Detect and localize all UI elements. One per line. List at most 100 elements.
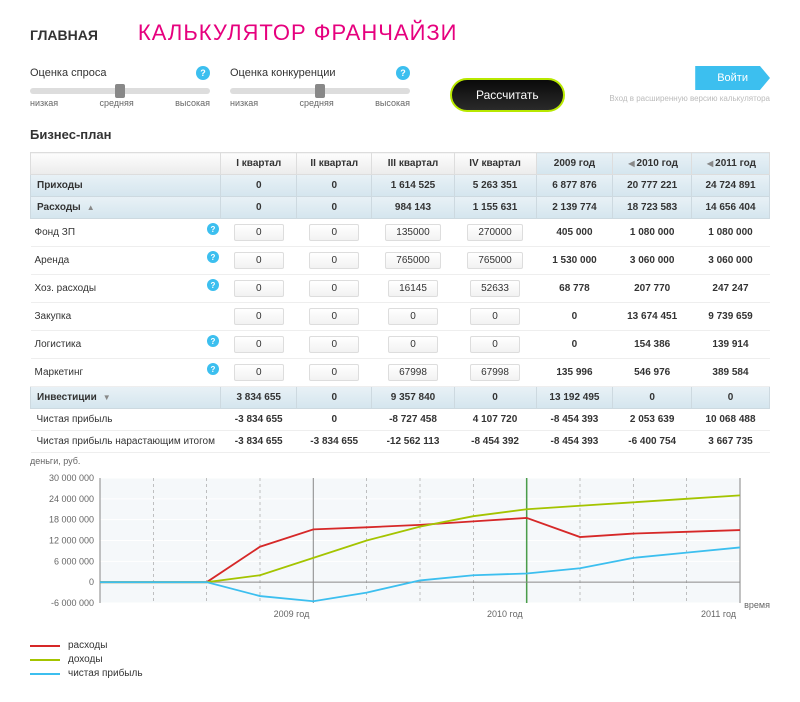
chart-legend: расходыдоходычистая прибыль xyxy=(30,640,770,679)
row-label: Инвестиции▼ xyxy=(31,387,221,409)
legend-item: расходы xyxy=(30,640,770,651)
svg-text:12 000 000: 12 000 000 xyxy=(49,536,94,546)
login-subtitle: Вход в расширенную версию калькулятора xyxy=(609,94,770,104)
table-cell: 135000 xyxy=(372,219,454,247)
help-icon[interactable]: ? xyxy=(196,66,210,80)
legend-item: доходы xyxy=(30,654,770,665)
table-cell: 0 xyxy=(454,387,536,409)
editable-cell[interactable]: 0 xyxy=(234,224,284,241)
editable-cell[interactable]: 0 xyxy=(234,280,284,297)
help-icon[interactable]: ? xyxy=(207,251,219,263)
table-cell: 1 614 525 xyxy=(372,175,454,197)
editable-cell[interactable]: 16145 xyxy=(388,280,438,297)
table-cell: 4 107 720 xyxy=(454,409,536,431)
table-cell: 0 xyxy=(454,331,536,359)
table-cell: 765000 xyxy=(454,247,536,275)
row-label: Закупка xyxy=(31,303,221,331)
table-cell: 0 xyxy=(296,331,372,359)
row-label: Логистика? xyxy=(31,331,221,359)
table-cell: 14 656 404 xyxy=(691,197,769,219)
editable-cell[interactable]: 0 xyxy=(309,308,359,325)
editable-cell[interactable]: 0 xyxy=(309,280,359,297)
help-icon[interactable]: ? xyxy=(207,279,219,291)
row-label: Хоз. расходы? xyxy=(31,275,221,303)
editable-cell[interactable]: 67998 xyxy=(470,364,520,381)
chevron-left-icon[interactable]: ◀ xyxy=(707,159,713,168)
editable-cell[interactable]: 0 xyxy=(309,252,359,269)
svg-text:24 000 000: 24 000 000 xyxy=(49,494,94,504)
table-cell: 270000 xyxy=(454,219,536,247)
table-cell: 135 996 xyxy=(536,359,613,387)
editable-cell[interactable]: 0 xyxy=(309,224,359,241)
help-icon[interactable]: ? xyxy=(396,66,410,80)
col-header: III квартал xyxy=(372,153,454,175)
editable-cell[interactable]: 0 xyxy=(470,308,520,325)
table-cell: 0 xyxy=(296,409,372,431)
table-cell: 0 xyxy=(372,331,454,359)
table-cell: 0 xyxy=(296,275,372,303)
table-cell: 0 xyxy=(221,303,297,331)
table-cell: 2 053 639 xyxy=(613,409,692,431)
editable-cell[interactable]: 0 xyxy=(388,336,438,353)
slider-tick: высокая xyxy=(375,98,410,108)
table-cell: 18 723 583 xyxy=(613,197,692,219)
table-cell: 1 080 000 xyxy=(613,219,692,247)
editable-cell[interactable]: 270000 xyxy=(467,224,522,241)
editable-cell[interactable]: 0 xyxy=(309,364,359,381)
help-icon[interactable]: ? xyxy=(207,363,219,375)
table-cell: 207 770 xyxy=(613,275,692,303)
col-header xyxy=(31,153,221,175)
table-cell: 0 xyxy=(221,219,297,247)
table-cell: 13 192 495 xyxy=(536,387,613,409)
editable-cell[interactable]: 0 xyxy=(234,252,284,269)
business-plan-table: I квартал II квартал III квартал IV квар… xyxy=(30,152,770,453)
demand-slider[interactable] xyxy=(30,88,210,94)
editable-cell[interactable]: 0 xyxy=(234,336,284,353)
table-cell: 16145 xyxy=(372,275,454,303)
table-cell: -3 834 655 xyxy=(221,431,297,453)
demand-slider-label: Оценка спроса xyxy=(30,67,106,79)
editable-cell[interactable]: 0 xyxy=(234,308,284,325)
row-label: Фонд ЗП? xyxy=(31,219,221,247)
help-icon[interactable]: ? xyxy=(207,223,219,235)
editable-cell[interactable]: 0 xyxy=(388,308,438,325)
editable-cell[interactable]: 0 xyxy=(309,336,359,353)
editable-cell[interactable]: 765000 xyxy=(467,252,522,269)
table-cell: 0 xyxy=(221,331,297,359)
editable-cell[interactable]: 67998 xyxy=(388,364,438,381)
table-cell: 247 247 xyxy=(691,275,769,303)
help-icon[interactable]: ? xyxy=(207,335,219,347)
expand-icon[interactable]: ▲ xyxy=(87,203,95,212)
editable-cell[interactable]: 135000 xyxy=(385,224,440,241)
calculate-button[interactable]: Рассчитать xyxy=(450,78,565,112)
chevron-left-icon[interactable]: ◀ xyxy=(628,159,634,168)
col-header-year[interactable]: ◀2011 год xyxy=(691,153,769,175)
editable-cell[interactable]: 52633 xyxy=(470,280,520,297)
slider-tick: средняя xyxy=(99,98,133,108)
editable-cell[interactable]: 0 xyxy=(470,336,520,353)
table-cell: 0 xyxy=(372,303,454,331)
table-cell: -3 834 655 xyxy=(296,431,372,453)
table-cell: 3 060 000 xyxy=(613,247,692,275)
col-header-year[interactable]: ◀2010 год xyxy=(613,153,692,175)
editable-cell[interactable]: 765000 xyxy=(385,252,440,269)
expand-icon[interactable]: ▼ xyxy=(103,393,111,402)
table-cell: 389 584 xyxy=(691,359,769,387)
competition-slider[interactable] xyxy=(230,88,410,94)
table-cell: 10 068 488 xyxy=(691,409,769,431)
legend-swatch xyxy=(30,673,60,675)
main-nav-link[interactable]: ГЛАВНАЯ xyxy=(30,27,98,43)
table-cell: 3 060 000 xyxy=(691,247,769,275)
table-cell: -8 454 393 xyxy=(536,409,613,431)
row-label: Аренда? xyxy=(31,247,221,275)
slider-tick: средняя xyxy=(299,98,333,108)
line-chart: -6 000 00006 000 00012 000 00018 000 000… xyxy=(30,468,750,628)
table-cell: 0 xyxy=(691,387,769,409)
login-button[interactable]: Войти xyxy=(695,66,770,90)
svg-text:30 000 000: 30 000 000 xyxy=(49,473,94,483)
table-cell: 0 xyxy=(296,387,372,409)
table-cell: 68 778 xyxy=(536,275,613,303)
row-label: Чистая прибыль нарастающим итогом xyxy=(31,431,221,453)
editable-cell[interactable]: 0 xyxy=(234,364,284,381)
table-cell: 0 xyxy=(296,303,372,331)
